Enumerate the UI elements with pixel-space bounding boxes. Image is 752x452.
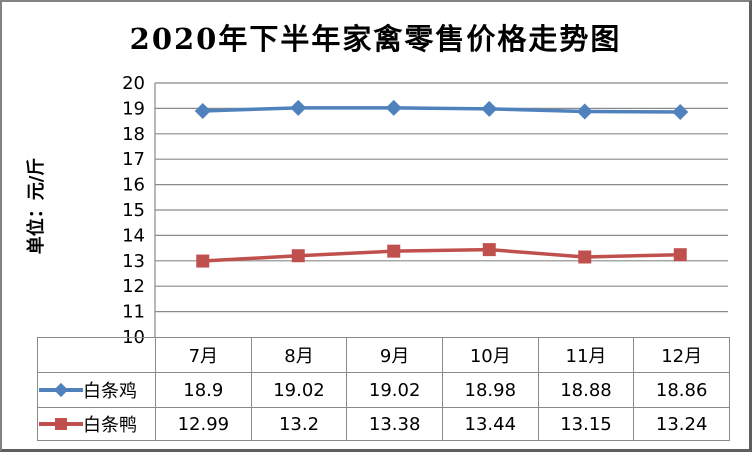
diamond-marker-icon — [481, 100, 498, 117]
series-row-duck: 白条鸭 12.99 13.2 13.38 13.44 13.15 13.24 — [37, 407, 730, 441]
y-tick-label: 17 — [122, 149, 145, 170]
month-header-cell: 12月 — [633, 337, 730, 373]
chart-data-table: 7月 8月 9月 10月 11月 12月 白条鸡 18.9 19.02 19.0… — [37, 337, 730, 441]
month-header-cell: 11月 — [537, 337, 635, 373]
value-cell: 19.02 — [250, 372, 348, 408]
y-tick-label: 18 — [122, 124, 145, 145]
diamond-marker-icon — [576, 103, 593, 120]
diamond-marker-icon — [672, 103, 689, 120]
series-legend-cell: 白条鸭 — [37, 407, 156, 441]
square-marker-icon — [578, 250, 592, 264]
series-legend-cell: 白条鸡 — [37, 372, 156, 408]
diamond-marker-icon — [290, 99, 307, 116]
y-axis-title: 单位：元/斤 — [25, 158, 47, 255]
value-cell: 13.2 — [250, 407, 348, 441]
table-corner-cell — [37, 337, 156, 373]
series-row-chicken: 白条鸡 18.9 19.02 19.02 18.98 18.88 18.86 — [37, 372, 730, 408]
square-marker-icon — [196, 254, 210, 268]
value-cell: 19.02 — [346, 372, 443, 408]
y-tick-label: 16 — [122, 175, 145, 196]
value-cell: 13.15 — [537, 407, 635, 441]
y-tick-label: 20 — [122, 73, 145, 94]
series-name-label: 白条鸭 — [83, 415, 137, 436]
chart-title: 2020年下半年家禽零售价格走势图 — [129, 22, 622, 56]
value-cell: 12.99 — [155, 407, 252, 441]
square-marker-icon — [387, 244, 401, 258]
square-marker-icon — [482, 243, 496, 257]
diamond-marker-icon — [39, 382, 83, 398]
month-header-cell: 7月 — [155, 337, 252, 373]
diamond-marker-icon — [194, 102, 211, 119]
diamond-marker-icon — [385, 99, 402, 116]
square-marker-icon — [39, 416, 83, 432]
month-header-cell: 10月 — [441, 337, 539, 373]
y-tick-label: 15 — [122, 200, 145, 221]
y-tick-label: 14 — [122, 225, 145, 246]
month-header-cell: 9月 — [346, 337, 443, 373]
table-header-row: 7月 8月 9月 10月 11月 12月 — [37, 337, 730, 373]
square-marker-icon — [673, 248, 687, 262]
y-tick-label: 11 — [122, 302, 145, 323]
value-cell: 18.88 — [537, 372, 635, 408]
series-line — [201, 106, 682, 114]
y-tick-label: 19 — [122, 98, 145, 119]
value-cell: 13.24 — [633, 407, 730, 441]
series-line — [201, 247, 682, 263]
value-cell: 18.9 — [155, 372, 252, 408]
y-tick-label: 12 — [122, 276, 145, 297]
y-tick-label: 13 — [122, 251, 145, 272]
value-cell: 18.86 — [633, 372, 730, 408]
value-cell: 13.44 — [441, 407, 539, 441]
series-name-label: 白条鸡 — [83, 381, 137, 402]
square-marker-icon — [291, 249, 305, 263]
month-header-cell: 8月 — [250, 337, 348, 373]
value-cell: 13.38 — [346, 407, 443, 441]
value-cell: 18.98 — [441, 372, 539, 408]
